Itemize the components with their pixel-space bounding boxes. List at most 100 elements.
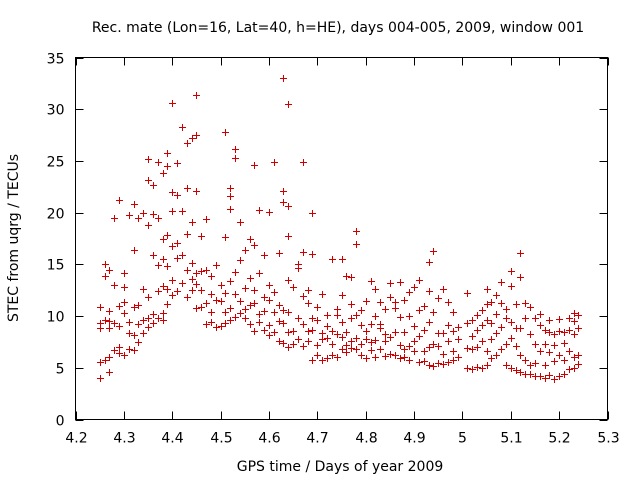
data-point <box>488 336 495 343</box>
data-point <box>155 262 162 269</box>
data-point <box>271 289 278 296</box>
data-point <box>324 335 331 342</box>
data-point <box>261 294 268 301</box>
data-point <box>174 240 181 247</box>
data-points <box>97 75 582 383</box>
data-point <box>571 310 578 317</box>
data-point <box>227 305 234 312</box>
data-point <box>392 305 399 312</box>
data-point <box>285 203 292 210</box>
data-point <box>305 338 312 345</box>
data-point <box>198 268 205 275</box>
data-point <box>387 351 394 358</box>
data-point <box>184 231 191 238</box>
data-point <box>339 256 346 263</box>
data-point <box>334 354 341 361</box>
data-point <box>334 306 341 313</box>
data-point <box>135 321 142 328</box>
data-point <box>285 309 292 316</box>
data-point <box>426 362 433 369</box>
data-point <box>271 159 278 166</box>
data-point <box>227 317 234 324</box>
data-point <box>232 269 239 276</box>
data-point <box>353 312 360 319</box>
x-tick-label: 4.7 <box>306 431 328 447</box>
data-point <box>426 259 433 266</box>
data-point <box>498 346 505 353</box>
data-point <box>276 318 283 325</box>
data-point <box>358 341 365 348</box>
data-point <box>251 287 258 294</box>
data-point <box>508 335 515 342</box>
data-point <box>411 323 418 330</box>
data-point <box>348 301 355 308</box>
data-point <box>145 324 152 331</box>
data-point <box>193 305 200 312</box>
data-point <box>542 375 549 382</box>
data-point <box>440 286 447 293</box>
data-point <box>256 319 263 326</box>
data-point <box>493 292 500 299</box>
x-tick-label: 4.9 <box>403 431 425 447</box>
data-point <box>140 330 147 337</box>
data-point <box>208 291 215 298</box>
data-point <box>169 243 176 250</box>
data-point <box>382 353 389 360</box>
data-point <box>106 369 113 376</box>
data-point <box>189 276 196 283</box>
data-point <box>561 340 568 347</box>
x-tick-label: 4.8 <box>355 431 377 447</box>
data-point <box>430 363 437 370</box>
data-point <box>169 100 176 107</box>
data-point <box>237 257 244 264</box>
data-point <box>445 322 452 329</box>
data-point <box>479 365 486 372</box>
data-point <box>222 290 229 297</box>
data-point <box>222 309 229 316</box>
data-point <box>97 375 104 382</box>
data-point <box>237 310 244 317</box>
data-point <box>150 320 157 327</box>
data-point <box>295 336 302 343</box>
data-point <box>266 297 273 304</box>
data-point <box>247 236 254 243</box>
data-point <box>435 343 442 350</box>
data-point <box>498 300 505 307</box>
data-point <box>358 322 365 329</box>
x-tick-label: 5.1 <box>500 431 522 447</box>
plot-frame <box>75 57 608 420</box>
data-point <box>218 298 225 305</box>
data-point <box>319 336 326 343</box>
data-point <box>401 346 408 353</box>
data-point <box>382 331 389 338</box>
data-point <box>513 343 520 350</box>
data-point <box>406 313 413 320</box>
data-point <box>242 285 249 292</box>
data-point <box>522 315 529 322</box>
data-point <box>416 307 423 314</box>
data-point <box>397 279 404 286</box>
data-point <box>222 234 229 241</box>
data-point <box>450 357 457 364</box>
data-point <box>445 338 452 345</box>
data-point <box>455 324 462 331</box>
data-point <box>488 355 495 362</box>
data-point <box>498 279 505 286</box>
data-point <box>179 208 186 215</box>
data-point <box>290 341 297 348</box>
data-point <box>198 233 205 240</box>
data-point <box>232 314 239 321</box>
data-point <box>145 177 152 184</box>
data-point <box>309 315 316 322</box>
data-point <box>174 160 181 167</box>
data-point <box>131 201 138 208</box>
data-point <box>300 343 307 350</box>
data-point <box>193 92 200 99</box>
data-point <box>280 307 287 314</box>
data-point <box>285 101 292 108</box>
data-point <box>111 215 118 222</box>
chart-title: Rec. mate (Lon=16, Lat=40, h=HE), days 0… <box>92 20 584 36</box>
data-point <box>571 365 578 372</box>
data-point <box>242 315 249 322</box>
data-point <box>484 317 491 324</box>
